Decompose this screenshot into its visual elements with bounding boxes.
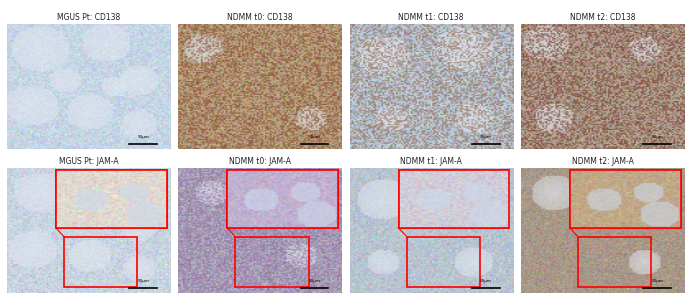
Bar xyxy=(56,170,167,228)
Title: MGUS Pt: CD138: MGUS Pt: CD138 xyxy=(57,13,120,22)
Title: NDMM t0: JAM-A: NDMM t0: JAM-A xyxy=(229,157,291,166)
Text: 50μm: 50μm xyxy=(308,135,321,139)
Text: 50μm: 50μm xyxy=(651,135,663,139)
Bar xyxy=(227,170,338,228)
Bar xyxy=(399,170,509,228)
Bar xyxy=(56,170,167,228)
Title: NDMM t1: JAM-A: NDMM t1: JAM-A xyxy=(400,157,462,166)
Text: 50μm: 50μm xyxy=(308,279,321,283)
Text: 50μm: 50μm xyxy=(651,279,663,283)
Bar xyxy=(578,237,652,287)
Bar xyxy=(570,170,681,228)
Bar xyxy=(407,237,480,287)
Text: 50μm: 50μm xyxy=(137,135,149,139)
Title: NDMM t2: JAM-A: NDMM t2: JAM-A xyxy=(571,157,634,166)
Text: 50μm: 50μm xyxy=(480,279,492,283)
Text: 50μm: 50μm xyxy=(480,135,492,139)
Title: NDMM t0: CD138: NDMM t0: CD138 xyxy=(227,13,293,22)
Bar xyxy=(570,170,681,228)
Title: MGUS Pt: JAM-A: MGUS Pt: JAM-A xyxy=(59,157,118,166)
Bar xyxy=(236,237,309,287)
Title: NDMM t1: CD138: NDMM t1: CD138 xyxy=(399,13,464,22)
Text: 50μm: 50μm xyxy=(137,279,149,283)
Bar xyxy=(399,170,509,228)
Title: NDMM t2: CD138: NDMM t2: CD138 xyxy=(570,13,635,22)
Bar xyxy=(227,170,338,228)
Bar xyxy=(64,237,138,287)
